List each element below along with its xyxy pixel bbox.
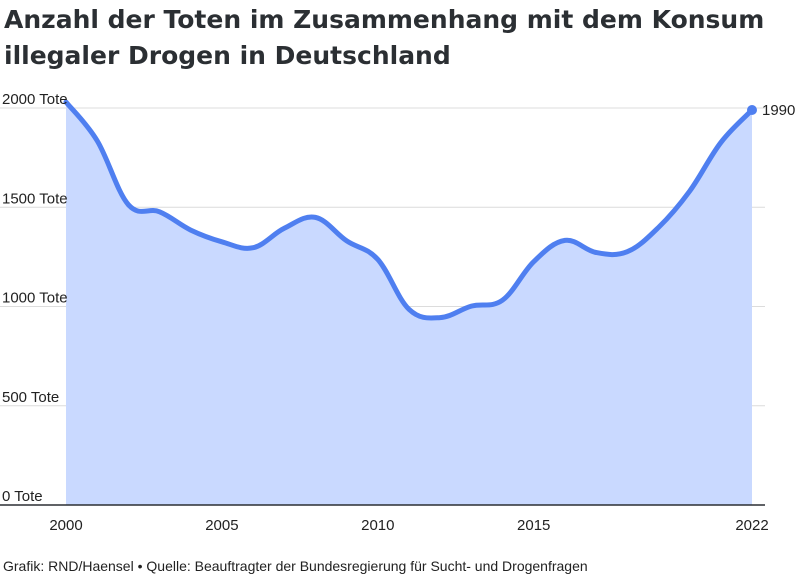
- area-chart: 0 Tote 500 Tote 1000 Tote 1500 Tote 2000 Tot…: [0, 91, 795, 534]
- y-tick-label: 500 Tote: [2, 389, 59, 406]
- y-axis-tick-labels: 0 Tote 500 Tote 1000 Tote 1500 Tote 2000 Tot…: [2, 91, 68, 505]
- y-tick-label: 1000 Tote: [2, 290, 68, 307]
- series-line: [63, 99, 755, 321]
- x-tick-label: 2000: [49, 517, 82, 534]
- end-point-marker: [747, 104, 757, 115]
- x-axis-tick-labels: 2000 2005 2010 2015 2022: [49, 517, 768, 534]
- y-tick-label: 0 Tote: [2, 488, 43, 505]
- x-tick-label: 2005: [205, 517, 238, 534]
- footer-credit: Grafik: RND/Haensel: [3, 558, 134, 574]
- area-fill: [66, 102, 752, 506]
- chart-title: Anzahl der Toten im Zusammenhang mit dem…: [4, 5, 765, 70]
- x-tick-label: 2010: [361, 517, 394, 534]
- footer-source: Quelle: Beauftragter der Bundesregierung…: [146, 558, 588, 574]
- y-tick-label: 1500 Tote: [2, 190, 68, 207]
- footer-separator: •: [137, 558, 143, 574]
- x-tick-label: 2022: [735, 517, 768, 534]
- y-tick-label: 2000 Tote: [2, 91, 68, 108]
- footer: Grafik: RND/Haensel • Quelle: Beauftragt…: [3, 558, 588, 574]
- x-tick-label: 2015: [517, 517, 550, 534]
- end-value-label: 1990: [762, 102, 795, 119]
